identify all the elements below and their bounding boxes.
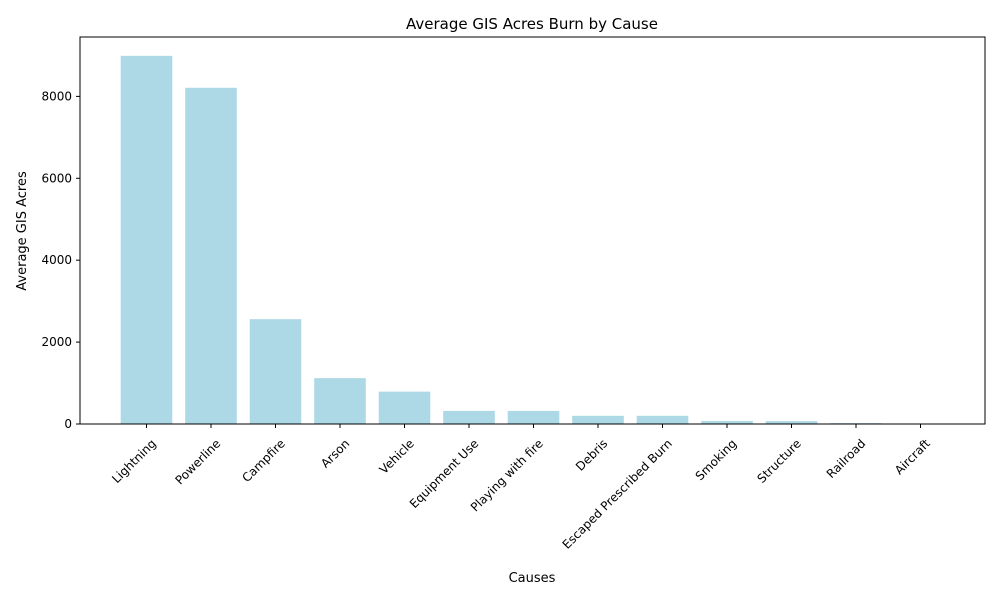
- y-tick-label: 2000: [41, 335, 72, 349]
- x-tick-label: Arson: [318, 436, 352, 470]
- x-tick-label: Railroad: [824, 436, 869, 481]
- bar-debris: [572, 416, 624, 424]
- bar-equipment-use: [443, 411, 495, 424]
- plot-area: [121, 56, 947, 424]
- x-tick-label: Powerline: [172, 436, 223, 487]
- x-tick-label: Campfire: [239, 436, 288, 485]
- y-tick-label: 6000: [41, 171, 72, 185]
- x-tick-label: Lightning: [109, 436, 159, 486]
- y-tick-label: 4000: [41, 253, 72, 267]
- bar-powerline: [185, 88, 237, 424]
- x-tick-label: Aircraft: [892, 436, 933, 477]
- bar-arson: [314, 378, 366, 424]
- bar-vehicle: [379, 392, 431, 424]
- x-tick-label: Equipment Use: [407, 436, 482, 511]
- x-tick-label: Vehicle: [377, 436, 417, 476]
- x-tick-label: Playing with fire: [468, 436, 546, 514]
- x-tick-label: Structure: [754, 436, 803, 485]
- bar-playing-with-fire: [508, 411, 560, 424]
- y-axis-label: Average GIS Acres: [15, 171, 30, 291]
- x-tick-label: Debris: [573, 436, 610, 473]
- x-tick-label: Escaped Prescribed Burn: [560, 436, 675, 551]
- bar-campfire: [250, 319, 302, 424]
- y-tick-label: 0: [64, 417, 72, 431]
- chart-title: Average GIS Acres Burn by Cause: [406, 15, 658, 33]
- x-axis-label: Causes: [509, 571, 556, 586]
- y-tick-label: 8000: [41, 89, 72, 103]
- x-tick-label: Smoking: [693, 436, 740, 483]
- bar-escaped-prescribed-burn: [637, 416, 689, 424]
- bar-lightning: [121, 56, 173, 424]
